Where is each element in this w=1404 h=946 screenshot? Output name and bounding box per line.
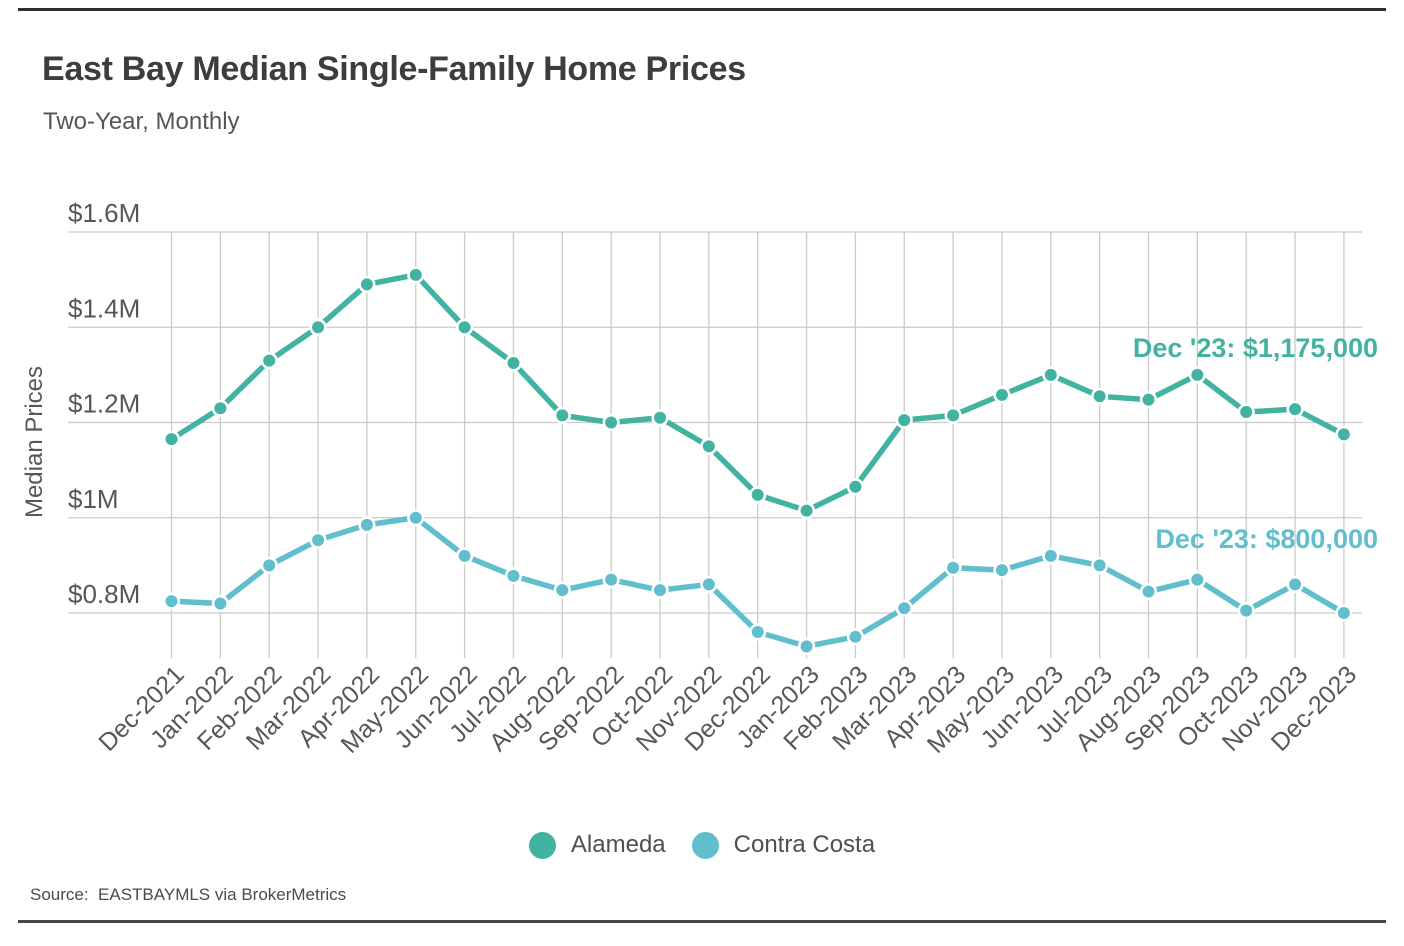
data-point-alameda	[749, 486, 767, 504]
data-point-contra-costa	[846, 628, 865, 646]
data-point-alameda	[260, 351, 278, 370]
data-point-alameda	[358, 275, 376, 293]
contra-costa-swatch-icon	[691, 831, 719, 859]
bottom-rule	[18, 920, 1386, 923]
data-point-alameda	[309, 318, 327, 336]
data-point-alameda	[1042, 366, 1060, 384]
data-point-contra-costa	[358, 516, 376, 534]
data-point-alameda	[651, 409, 669, 427]
alameda-swatch-icon	[528, 831, 556, 859]
y-tick-label: $1.2M	[68, 389, 140, 419]
data-point-alameda	[797, 502, 816, 520]
data-point-contra-costa	[1091, 556, 1109, 574]
data-point-alameda	[1091, 387, 1109, 405]
source-note: Source: EASTBAYMLS via BrokerMetrics	[30, 885, 347, 904]
annotation-contra-costa: Dec '23: $800,000	[1155, 524, 1378, 554]
data-point-contra-costa	[651, 581, 669, 599]
data-point-contra-costa	[1335, 604, 1353, 622]
top-rule	[18, 8, 1386, 11]
data-point-contra-costa	[1042, 547, 1060, 565]
data-point-contra-costa	[162, 592, 181, 610]
data-point-alameda	[944, 406, 962, 424]
data-point-contra-costa	[797, 637, 816, 655]
data-point-contra-costa	[309, 531, 327, 549]
y-tick-label: $1.4M	[68, 293, 140, 323]
data-point-contra-costa	[1188, 571, 1206, 589]
data-point-alameda	[1139, 391, 1158, 409]
data-point-alameda	[1188, 366, 1206, 384]
legend-item-alameda: Alameda	[528, 831, 666, 859]
data-point-contra-costa	[1139, 582, 1158, 601]
data-point-alameda	[211, 399, 229, 417]
data-point-contra-costa	[504, 567, 523, 585]
data-point-alameda	[1335, 425, 1353, 444]
data-point-contra-costa	[260, 556, 278, 574]
annotation-alameda: Dec '23: $1,175,000	[1133, 333, 1378, 363]
data-point-contra-costa	[456, 547, 474, 565]
data-point-alameda	[1237, 403, 1255, 421]
y-axis-title: Median Prices	[21, 366, 48, 518]
y-tick-label: $1.6M	[68, 198, 140, 228]
data-point-contra-costa	[944, 559, 962, 577]
legend: Alameda Contra Costa	[0, 831, 1404, 859]
data-point-contra-costa	[700, 575, 718, 594]
data-point-alameda	[602, 413, 620, 432]
data-point-contra-costa	[602, 571, 620, 589]
data-point-alameda	[162, 430, 181, 448]
data-point-alameda	[895, 411, 913, 429]
data-point-alameda	[1286, 400, 1304, 418]
legend-label-alameda: Alameda	[570, 831, 666, 858]
data-point-alameda	[846, 478, 865, 496]
data-point-alameda	[504, 354, 523, 372]
data-point-alameda	[553, 406, 571, 424]
data-point-alameda	[407, 266, 425, 284]
y-tick-label: $0.8M	[68, 579, 140, 609]
data-point-alameda	[700, 437, 718, 455]
data-point-contra-costa	[895, 599, 913, 617]
legend-label-contra-costa: Contra Costa	[733, 831, 876, 858]
data-point-contra-costa	[553, 581, 571, 599]
data-point-contra-costa	[1286, 575, 1304, 594]
chart-title: East Bay Median Single-Family Home Price…	[42, 50, 746, 88]
data-point-alameda	[993, 386, 1011, 404]
y-tick-label: $1M	[68, 484, 119, 514]
data-point-contra-costa	[1237, 602, 1255, 620]
data-point-contra-costa	[407, 509, 425, 527]
data-point-alameda	[456, 318, 474, 336]
data-point-contra-costa	[993, 561, 1011, 579]
legend-item-contra-costa: Contra Costa	[691, 831, 876, 859]
chart-subtitle: Two-Year, Monthly	[43, 108, 240, 135]
data-point-contra-costa	[749, 623, 767, 641]
data-point-contra-costa	[211, 594, 229, 613]
